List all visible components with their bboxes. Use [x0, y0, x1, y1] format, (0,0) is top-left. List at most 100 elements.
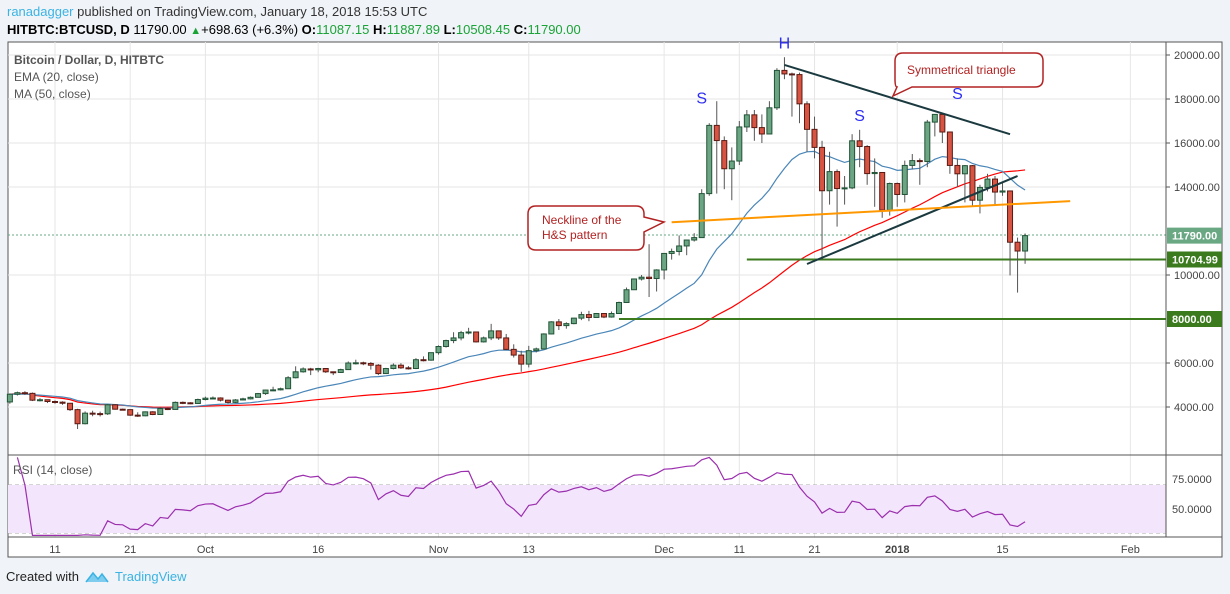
- candle: [270, 386, 277, 392]
- candle: [352, 359, 359, 365]
- candle-body-down: [134, 414, 141, 417]
- price-tag-label: 10704.99: [1172, 254, 1218, 266]
- candle-body-down: [224, 399, 231, 403]
- candle: [292, 366, 299, 379]
- candle-body-up: [270, 389, 277, 392]
- time-tick-label: 11: [734, 544, 745, 556]
- candle-body-down: [97, 413, 104, 416]
- candle-body-up: [1022, 235, 1029, 252]
- pattern-label: S: [952, 86, 963, 103]
- low-label: L:: [443, 22, 456, 37]
- candle-body-down: [164, 408, 171, 411]
- quote-bar: HITBTC:BTCUSD, D 11790.00 ▲+698.63 (+6.3…: [7, 22, 581, 37]
- candle-body-down: [721, 140, 728, 170]
- candle-body-down: [473, 331, 480, 343]
- chart-frame: [7, 41, 1223, 558]
- candle-body-down: [819, 146, 826, 192]
- candle: [525, 345, 532, 368]
- candle-body-up: [533, 348, 540, 352]
- candle-body-down: [1014, 241, 1021, 252]
- candle: [435, 345, 442, 355]
- candle-body-up: [232, 399, 239, 403]
- candle: [224, 399, 231, 404]
- candle-body-down: [879, 171, 886, 211]
- candle: [683, 239, 690, 256]
- triangle-callout-box[interactable]: [891, 52, 1044, 98]
- candle-body-down: [811, 128, 818, 148]
- candle: [209, 396, 216, 400]
- candle: [570, 317, 577, 325]
- tradingview-link[interactable]: TradingView: [114, 569, 187, 584]
- candle: [661, 252, 668, 280]
- tradingview-logo-icon: [85, 571, 109, 582]
- candle: [412, 358, 419, 370]
- candle-body-up: [570, 317, 577, 325]
- candle: [89, 410, 96, 417]
- candle-body-down: [74, 409, 81, 425]
- candle-body-up: [277, 388, 284, 391]
- candle: [946, 131, 953, 174]
- candle-body-up: [36, 399, 43, 402]
- candle-body-down: [112, 404, 119, 410]
- neckline-callout-box[interactable]: [527, 205, 667, 251]
- close-label: C:: [513, 22, 528, 37]
- triangle-upper-line[interactable]: [784, 63, 1011, 136]
- candle-body-down: [969, 165, 976, 201]
- candle-body-up: [82, 412, 89, 425]
- candle-body-down: [322, 368, 329, 373]
- candle-body-up: [886, 182, 893, 211]
- neckline-line[interactable]: [671, 200, 1071, 224]
- pattern-label: S: [696, 90, 707, 107]
- candle: [157, 407, 164, 415]
- price-change: +698.63 (+6.3%): [201, 22, 299, 37]
- candle-body-up: [352, 362, 359, 365]
- candle-body-down: [420, 359, 427, 362]
- price-tag-label: 11790.00: [1172, 231, 1217, 243]
- candle: [495, 330, 502, 340]
- candle: [743, 110, 750, 132]
- price-tick-label: 4000.00: [1174, 402, 1214, 414]
- legend-ema[interactable]: EMA (20, close): [14, 70, 99, 84]
- price-tag: [1167, 251, 1222, 268]
- rsi-line: [16, 456, 1026, 537]
- candle: [443, 339, 450, 348]
- candle-body-up: [247, 396, 254, 400]
- time-tick-label: 21: [124, 544, 136, 556]
- rsi-legend[interactable]: RSI (14, close): [13, 463, 93, 477]
- candle-body-up: [540, 333, 547, 350]
- author-link[interactable]: ranadagger: [7, 4, 74, 19]
- triangle-lower-line[interactable]: [806, 175, 1018, 265]
- candle-body-down: [781, 69, 788, 75]
- candle: [510, 344, 517, 358]
- candle: [811, 116, 818, 159]
- candle: [608, 311, 615, 318]
- candle-body-up: [728, 160, 735, 170]
- candle-body-down: [954, 164, 961, 175]
- candle: [834, 169, 841, 227]
- candle-body-up: [909, 160, 916, 166]
- candle-body-down: [52, 401, 58, 403]
- candle-body-down: [939, 113, 946, 133]
- candle-body-down: [127, 409, 134, 416]
- candle: [420, 356, 427, 362]
- candle: [179, 401, 186, 405]
- candle-body-up: [435, 346, 442, 354]
- candle: [458, 330, 465, 341]
- candle-body-down: [330, 371, 337, 374]
- candle: [488, 323, 495, 341]
- candle: [29, 392, 36, 402]
- candle-body-down: [864, 146, 871, 175]
- candle: [518, 350, 525, 372]
- candle: [600, 313, 607, 319]
- candle: [360, 361, 367, 366]
- candle-body-up: [428, 352, 434, 361]
- candle: [119, 408, 126, 411]
- candle-body-up: [548, 321, 555, 335]
- candle-body-up: [194, 399, 201, 404]
- candle-body-up: [443, 340, 450, 347]
- candle: [172, 401, 179, 410]
- candle: [901, 160, 908, 203]
- neckline-callout-text: H&S pattern: [542, 228, 607, 242]
- legend-ma[interactable]: MA (50, close): [14, 87, 91, 101]
